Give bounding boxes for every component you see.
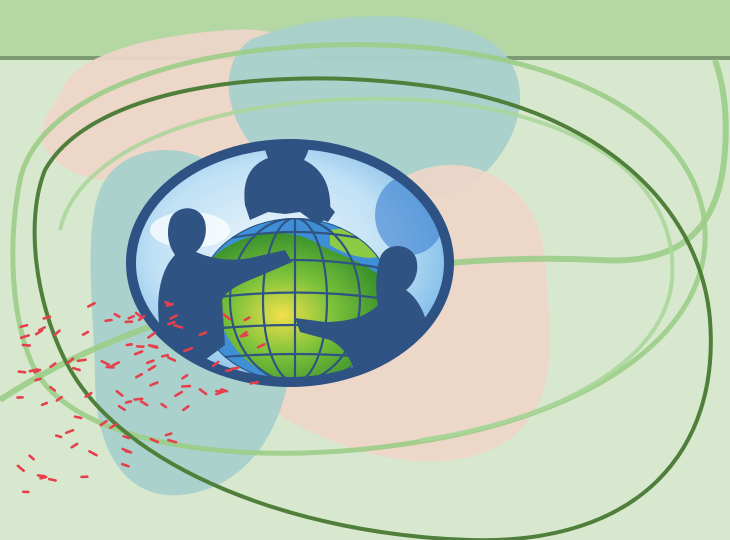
red-dash [88,450,98,457]
red-dash [54,434,63,439]
red-dash [38,326,47,332]
red-dash [99,419,108,427]
red-dash [28,368,39,373]
red-dash [222,313,231,321]
red-dash [40,401,49,407]
red-dash [215,390,225,396]
red-dash [49,385,57,392]
red-dash [164,300,173,306]
red-dash [49,362,57,369]
red-dash [66,357,75,365]
red-dash [198,388,208,396]
red-dash [139,400,149,407]
ring-dark [32,76,713,540]
red-dash [17,370,27,374]
red-dash [147,364,157,372]
red-dash [167,438,178,444]
red-dash [110,361,120,368]
red-dash [133,397,144,401]
red-dash [160,353,169,358]
red-dash [76,358,87,363]
red-dash [100,359,111,367]
red-dash [84,391,93,398]
red-dash [104,318,113,323]
red-dash [42,315,52,320]
red-dash [198,331,208,337]
red-dash [146,359,155,365]
red-dash [256,342,266,349]
red-dash [16,464,26,473]
red-dash [71,366,81,372]
red-dash [133,350,144,356]
red-dash [121,447,130,453]
red-dash [211,360,220,368]
red-dash [134,311,143,319]
red-dash [147,343,158,349]
red-dash [33,368,42,374]
red-dash [125,342,134,347]
red-dash [52,329,61,337]
red-dash [231,366,240,371]
red-dash [167,320,176,326]
red-dash [127,314,135,320]
red-dash [47,477,57,482]
red-dash [113,312,121,319]
red-dash [182,404,190,412]
red-dash [183,346,194,353]
red-dash [36,474,46,478]
red-dash [117,404,126,412]
red-dash [87,301,96,308]
red-dash [174,390,184,398]
ring-light-inner [58,96,675,442]
red-dash [243,316,251,322]
red-dash [160,402,168,409]
red-dash [105,365,115,369]
red-dash [181,374,189,380]
globe-with-three-people-logo [126,139,454,387]
red-dash [167,356,177,362]
red-dash [149,381,159,387]
red-dash [115,389,124,397]
red-dash [122,434,131,440]
red-dash [73,415,83,420]
red-dash [124,400,133,404]
red-dash [34,329,44,336]
red-dash [135,372,143,379]
red-dash [65,428,75,435]
red-dash [149,437,160,444]
red-dash [249,380,260,385]
red-dash [39,475,48,480]
red-dash [19,323,29,329]
red-dash [147,331,156,339]
red-dash [81,330,90,336]
red-dash [34,377,42,382]
red-dash [239,333,249,338]
red-dash [55,395,64,402]
red-dash-pattern [16,300,266,494]
red-dash [70,442,79,449]
red-dash [109,423,118,430]
red-dash [169,314,178,320]
red-dash [21,343,32,347]
red-dash [173,323,184,329]
red-dash [28,454,36,461]
red-dash [19,334,31,340]
red-dash [164,432,173,437]
red-dash [224,368,233,373]
red-dash [121,462,130,468]
